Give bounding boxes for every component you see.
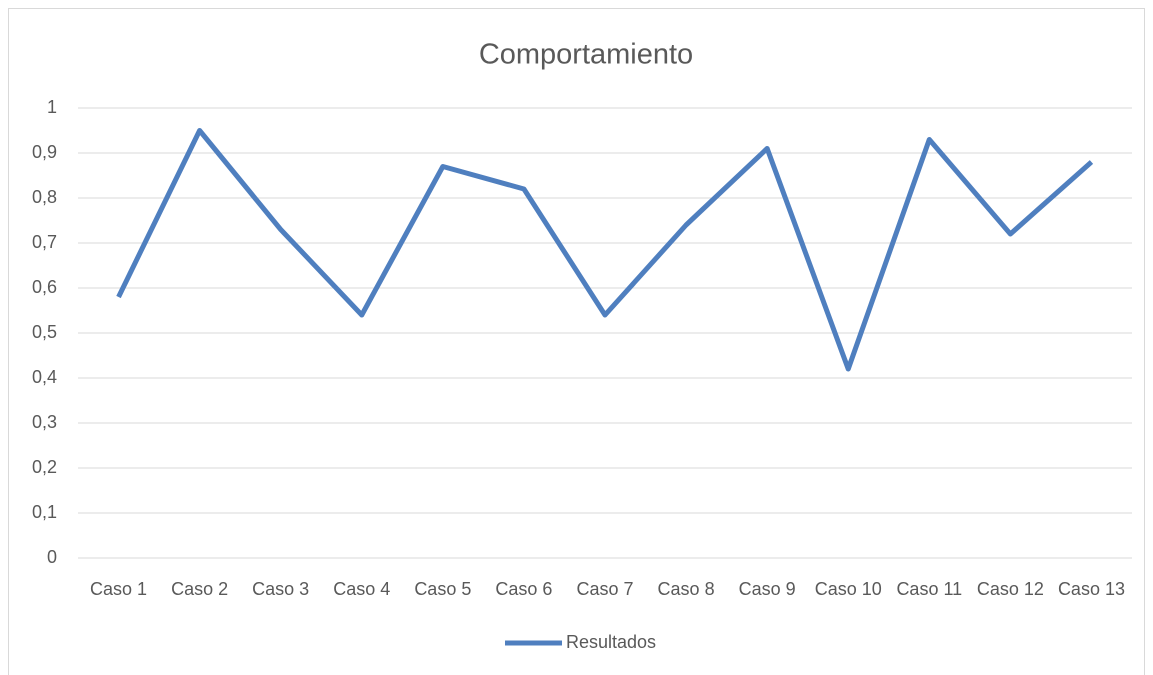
x-tick-label: Caso 2 <box>171 579 228 599</box>
y-tick-label: 0,3 <box>32 412 57 432</box>
x-tick-label: Caso 8 <box>658 579 715 599</box>
x-tick-label: Caso 4 <box>333 579 390 599</box>
y-tick-label: 0,7 <box>32 232 57 252</box>
data-line <box>116 128 1094 372</box>
x-tick-label: Caso 7 <box>576 579 633 599</box>
y-tick-label: 0,2 <box>32 457 57 477</box>
chart-title: Comportamiento <box>479 39 693 71</box>
x-tick-label: Caso 11 <box>896 579 962 599</box>
x-tick-label: Caso 6 <box>495 579 552 599</box>
y-tick-label: 0,9 <box>32 142 57 162</box>
x-tick-label: Caso 1 <box>90 579 147 599</box>
x-tick-label: Caso 12 <box>977 579 1044 599</box>
y-tick-label: 0,6 <box>32 277 57 297</box>
y-tick-label: 0 <box>47 547 57 567</box>
legend-label: Resultados <box>566 632 656 652</box>
y-tick-label: 0,8 <box>32 187 57 207</box>
y-tick-label: 0,4 <box>32 367 57 387</box>
x-tick-label: Caso 10 <box>815 579 882 599</box>
x-tick-label: Caso 13 <box>1058 579 1125 599</box>
y-tick-label: 0,1 <box>32 502 57 522</box>
x-tick-label: Caso 3 <box>252 579 309 599</box>
x-tick-label: Caso 9 <box>739 579 796 599</box>
chart-frame <box>8 8 1145 675</box>
y-tick-label: 0,5 <box>32 322 57 342</box>
x-tick-label: Caso 5 <box>414 579 471 599</box>
y-tick-label: 1 <box>47 97 57 117</box>
